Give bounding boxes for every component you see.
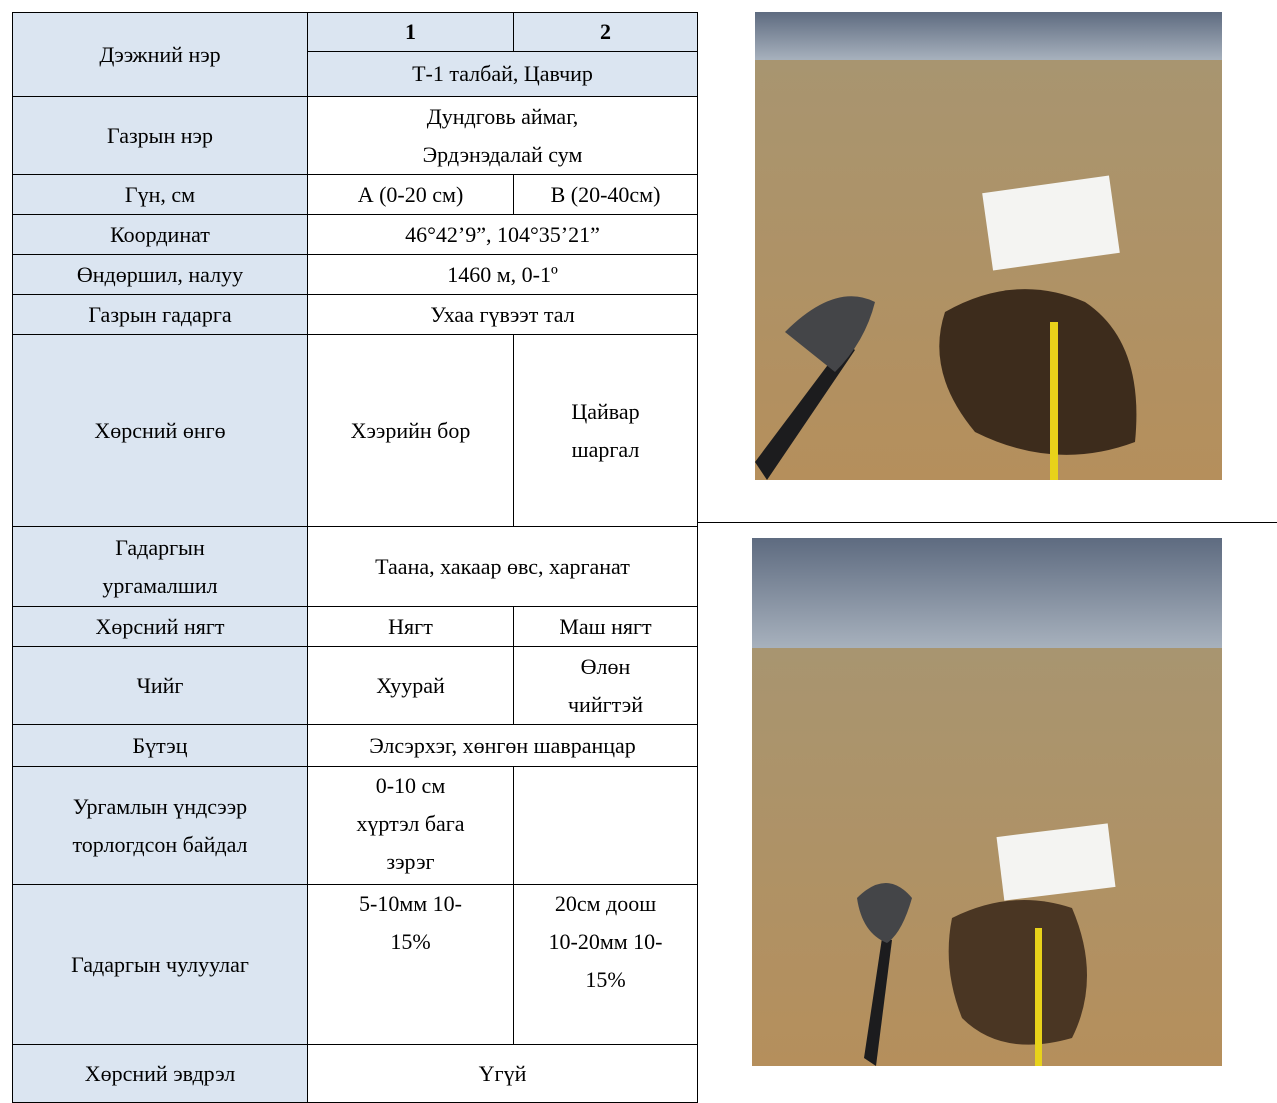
cell-line: Дундговь аймаг,	[426, 103, 579, 129]
cell-line: 10-20мм 10-	[548, 929, 663, 954]
cell: Хээрийн бор	[307, 334, 514, 527]
cell: Өлөн чийгтэй	[513, 646, 698, 725]
row-label: Гадаргын чулуулаг	[12, 884, 308, 1045]
row-label: Хөрсний нягт	[12, 606, 308, 647]
cell	[513, 766, 698, 885]
cell-line: 0-10 см	[375, 773, 446, 798]
row: Гадаргын ургамалшил Таана, хакаар өвс, хар…	[12, 526, 698, 607]
row: Хөрсний эвдрэл Үгүй	[12, 1044, 698, 1103]
cell-line: 5-10мм 10-	[359, 891, 462, 916]
row: Газрын гадарга Ухаа гүвээт тал	[12, 294, 698, 335]
divider	[697, 522, 1277, 523]
cell: 20см доош 10-20мм 10- 15%	[513, 884, 698, 1045]
row-label: Чийг	[12, 646, 308, 725]
soil-table: Дээжний нэр 1 2 Т-1 талбай, Цавчир Газры…	[12, 12, 698, 1103]
row: Бүтэц Элсэрхэг, хөнгөн шавранцар	[12, 724, 698, 767]
row-label: Бүтэц	[12, 724, 308, 767]
cell: В (20-40см)	[513, 174, 698, 215]
cell-line: чийгтэй	[567, 691, 643, 717]
cell: 46°42’9”, 104°35’21”	[307, 214, 698, 255]
cell: Маш нягт	[513, 606, 698, 647]
row: Хөрсний өнгө Хээрийн бор Цайвар шаргал	[12, 334, 698, 527]
cell-line: 15%	[390, 929, 431, 954]
cell: Нягт	[307, 606, 514, 647]
row-label: Хөрсний өнгө	[12, 334, 308, 527]
cell-line: Гадаргын	[115, 534, 205, 560]
cell: Үгүй	[307, 1044, 698, 1103]
cell-line: Цайвар	[571, 398, 640, 424]
cell: 1460 м, 0-1º	[307, 254, 698, 295]
row-label: Ургамлын үндсээр торлогдсон байдал	[12, 766, 308, 885]
row: Гүн, см А (0-20 см) В (20-40см)	[12, 174, 698, 215]
row: Хөрсний нягт Нягт Маш нягт	[12, 606, 698, 647]
cell: Хуурай	[307, 646, 514, 725]
cell: Элсэрхэг, хөнгөн шавранцар	[307, 724, 698, 767]
cell-line: торлогдсон байдал	[72, 831, 248, 857]
cell-line: Ургамлын үндсээр	[72, 793, 248, 819]
cell-line: 15%	[585, 967, 626, 992]
cell-line: Эрдэнэдалай сум	[422, 141, 583, 167]
row: Ургамлын үндсээр торлогдсон байдал 0-10 см…	[12, 766, 698, 885]
cell: 0-10 см хүртэл бага зэрэг	[307, 766, 514, 885]
row-label: Хөрсний эвдрэл	[12, 1044, 308, 1103]
col-header: 1	[307, 12, 514, 52]
cell: Таана, хакаар өвс, харганат	[307, 526, 698, 607]
photo	[752, 538, 1222, 1066]
rows: Газрын нэр Дундговь аймаг, Эрдэнэдалай сум…	[12, 96, 698, 1103]
row: Өндөршил, налуу 1460 м, 0-1º	[12, 254, 698, 295]
row: Координат 46°42’9”, 104°35’21”	[12, 214, 698, 255]
site: Т-1 талбай, Цавчир	[307, 51, 698, 97]
cell-line: ургамалшил	[102, 572, 218, 598]
col-header: 2	[513, 12, 698, 52]
row: Гадаргын чулуулаг 5-10мм 10- 15% 20см доош 1…	[12, 884, 698, 1045]
cell-line: хүртэл бага	[356, 811, 465, 836]
cell-line: зэрэг	[386, 849, 435, 874]
row-label: Өндөршил, налуу	[12, 254, 308, 295]
divider	[697, 12, 698, 1099]
cell: 5-10мм 10- 15%	[307, 884, 514, 1045]
cell: Дундговь аймаг, Эрдэнэдалай сум	[307, 96, 698, 175]
row-label: Гүн, см	[12, 174, 308, 215]
row-label: Гадаргын ургамалшил	[12, 526, 308, 607]
row: Газрын нэр Дундговь аймаг, Эрдэнэдалай сум	[12, 96, 698, 175]
cell: А (0-20 см)	[307, 174, 514, 215]
row-label: Газрын гадарга	[12, 294, 308, 335]
cell-line: Өлөн	[580, 653, 631, 679]
cell: Ухаа гүвээт тал	[307, 294, 698, 335]
row-label: Координат	[12, 214, 308, 255]
label: Дээжний нэр	[12, 12, 308, 97]
cell: Цайвар шаргал	[513, 334, 698, 527]
row: Чийг Хуурай Өлөн чийгтэй	[12, 646, 698, 725]
row-label: Газрын нэр	[12, 96, 308, 175]
cell-line: шаргал	[571, 436, 640, 462]
cell-line: 20см доош	[554, 891, 657, 916]
photo	[755, 12, 1222, 480]
